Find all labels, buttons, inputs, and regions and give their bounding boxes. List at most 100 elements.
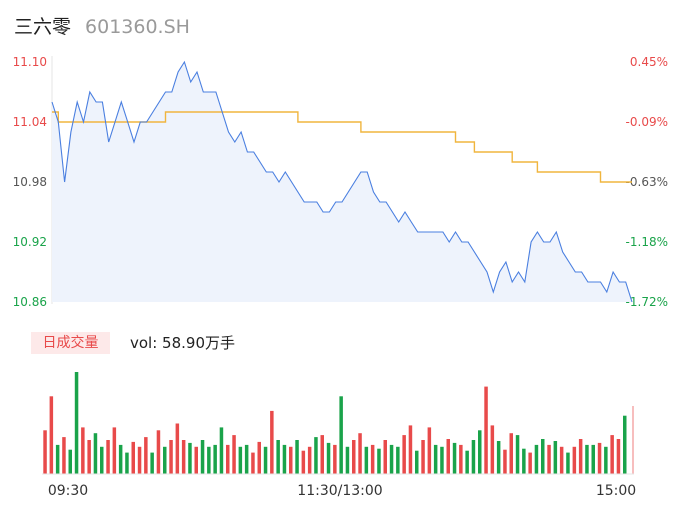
- x-tick-label: 15:00: [596, 483, 636, 499]
- volume-bar: [301, 450, 306, 474]
- volume-bar: [421, 440, 425, 474]
- volume-bar: [137, 446, 142, 474]
- volume-bar: [333, 444, 337, 474]
- volume-bar: [345, 446, 350, 474]
- volume-bar: [106, 440, 110, 474]
- volume-bar: [459, 444, 463, 474]
- volume-value: 58.90万手: [162, 334, 235, 352]
- stock-name: 三六零: [14, 16, 72, 38]
- volume-bar: [282, 444, 287, 474]
- volume-bar: [440, 446, 444, 474]
- volume-bar: [175, 423, 180, 474]
- volume-bar: [490, 425, 495, 474]
- volume-bar: [534, 444, 539, 474]
- volume-bar: [352, 440, 356, 474]
- average-price-line: [52, 111, 632, 183]
- volume-bar: [194, 446, 198, 474]
- y-tick-right: -0.63%: [626, 175, 668, 189]
- volume-bar: [295, 440, 299, 474]
- volume-bar: [427, 427, 432, 474]
- volume-bar: [471, 440, 476, 474]
- volume-bar: [541, 439, 545, 474]
- volume-bar: [623, 415, 627, 474]
- volume-bar: [169, 440, 173, 474]
- volume-prefix: vol:: [130, 334, 163, 352]
- volume-bar: [383, 440, 387, 474]
- volume-bar: [320, 435, 324, 474]
- y-tick-left: 10.98: [13, 175, 47, 189]
- volume-bar: [226, 444, 230, 474]
- volume-bar: [74, 372, 79, 474]
- volume-bar: [578, 439, 583, 474]
- volume-bar: [314, 437, 318, 474]
- volume-bar: [81, 427, 85, 474]
- volume-bar: [100, 446, 104, 474]
- volume-bar: [559, 446, 564, 474]
- volume-bar: [358, 433, 362, 474]
- volume-bar: [112, 427, 117, 474]
- volume-bar: [484, 386, 488, 474]
- volume-bar: [55, 444, 60, 474]
- volume-bar: [62, 437, 66, 474]
- y-tick-right: -1.18%: [626, 235, 668, 249]
- volume-bar: [377, 448, 381, 474]
- volume-bar: [339, 396, 343, 474]
- price-area: [52, 62, 632, 302]
- volume-bar: [503, 449, 507, 474]
- volume-bar: [616, 439, 621, 474]
- volume-bar: [207, 446, 211, 474]
- volume-bar: [289, 446, 293, 474]
- volume-bar: [597, 442, 602, 474]
- volume-bar: [415, 450, 419, 474]
- volume-bar: [522, 448, 526, 474]
- volume-bar: [585, 444, 589, 474]
- volume-bar: [244, 444, 249, 474]
- volume-bar: [610, 435, 614, 474]
- volume-bar: [219, 427, 224, 474]
- volume-bar: [591, 444, 595, 474]
- volume-bar: [49, 396, 54, 474]
- volume-bar: [389, 444, 394, 474]
- volume-bar: [131, 441, 135, 474]
- x-tick-label: 09:30: [48, 483, 88, 499]
- volume-bar: [263, 446, 268, 474]
- volume-bar: [408, 425, 413, 474]
- volume-tab[interactable]: 日成交量: [31, 332, 110, 354]
- y-tick-left: 11.04: [13, 115, 47, 129]
- volume-bar: [566, 452, 570, 474]
- y-tick-left: 10.86: [13, 295, 47, 309]
- price-line: [51, 60, 633, 303]
- volume-bar: [156, 430, 161, 474]
- volume-bar: [547, 444, 551, 474]
- volume-bar: [515, 435, 520, 474]
- volume-bar: [118, 444, 123, 474]
- volume-bar: [232, 435, 236, 474]
- y-tick-right: -0.09%: [626, 115, 668, 129]
- volume-bar: [270, 410, 274, 474]
- y-tick-right: -1.72%: [626, 295, 668, 309]
- volume-bar: [604, 446, 608, 474]
- volume-bar: [181, 440, 186, 474]
- volume-bar: [68, 449, 72, 474]
- volume-bar: [402, 435, 406, 474]
- volume-bar: [276, 440, 280, 474]
- volume-bar: [509, 433, 513, 474]
- volume-bar: [326, 442, 331, 474]
- volume-readout: vol: 58.90万手: [130, 332, 235, 354]
- y-tick-right: 0.45%: [630, 55, 668, 69]
- y-tick-left: 11.10: [13, 55, 47, 69]
- volume-bar: [87, 440, 91, 474]
- volume-bar: [396, 446, 400, 474]
- volume-bar: [251, 452, 255, 474]
- volume-bar: [93, 433, 98, 474]
- volume-bar: [307, 446, 312, 474]
- volume-bar: [257, 441, 261, 474]
- volume-bar: [553, 441, 558, 474]
- volume-bar: [572, 446, 577, 474]
- volume-bar: [43, 430, 47, 474]
- volume-bar: [238, 446, 243, 474]
- volume-bar: [213, 444, 217, 474]
- volume-bar: [200, 440, 205, 474]
- volume-bar: [364, 446, 369, 474]
